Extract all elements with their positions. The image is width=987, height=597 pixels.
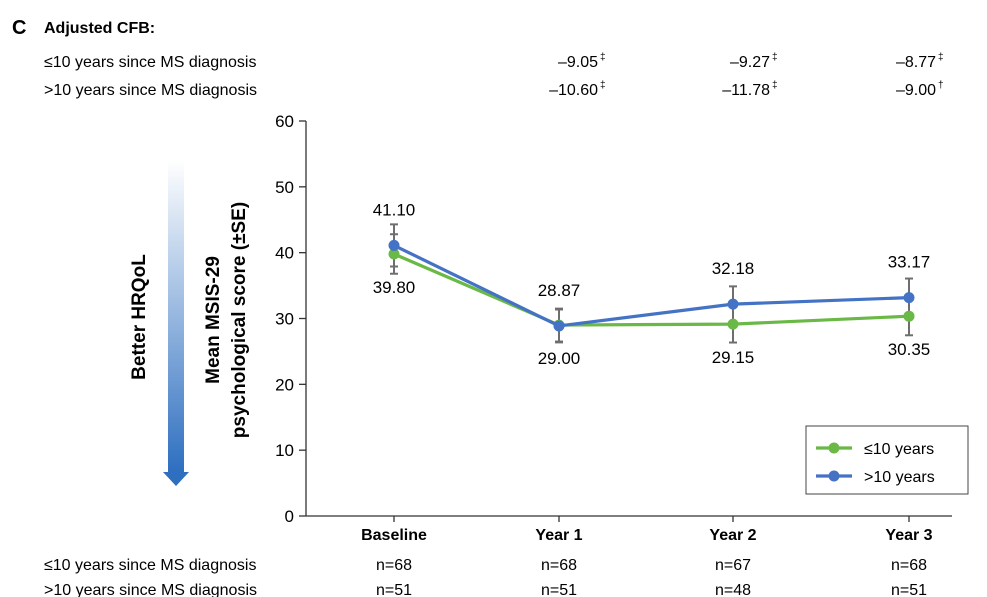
series-line-le10 bbox=[393, 252, 910, 327]
cfb-value: –9.00 bbox=[896, 82, 936, 99]
legend-label-le10: ≤10 years bbox=[864, 441, 934, 458]
n-table: ≤10 years since MS diagnosis >10 years s… bbox=[44, 557, 927, 597]
cfb-mark: ‡ bbox=[772, 80, 778, 91]
point-labels: 39.80 29.00 29.15 30.35 41.10 28.87 32.18 33.17 bbox=[373, 200, 931, 368]
data-point-le10 bbox=[388, 248, 400, 260]
data-label-le10: 39.80 bbox=[373, 278, 416, 297]
cfb-value: –8.77 bbox=[896, 54, 936, 71]
panel-letter: C bbox=[12, 17, 26, 39]
y-tick-label: 30 bbox=[275, 310, 294, 329]
data-point-gt10 bbox=[727, 298, 739, 310]
legend: ≤10 years >10 years bbox=[805, 425, 969, 495]
data-label-le10: 30.35 bbox=[888, 340, 931, 359]
legend-marker-gt10 bbox=[828, 470, 840, 482]
n-value: n=68 bbox=[891, 557, 927, 574]
cfb-row-label: >10 years since MS diagnosis bbox=[44, 82, 257, 99]
cfb-row-label: ≤10 years since MS diagnosis bbox=[44, 54, 256, 71]
n-row-label: >10 years since MS diagnosis bbox=[44, 582, 257, 597]
y-tick-label: 0 bbox=[285, 507, 294, 526]
data-point-gt10 bbox=[388, 239, 400, 251]
cfb-heading: Adjusted CFB: bbox=[44, 20, 155, 37]
arrow-shaft bbox=[168, 160, 184, 472]
n-row-label: ≤10 years since MS diagnosis bbox=[44, 557, 256, 574]
data-point-gt10 bbox=[903, 292, 915, 304]
n-values: n=68 n=68 n=67 n=68 n=51 n=51 n=48 n=51 bbox=[376, 557, 927, 597]
cfb-mark: ‡ bbox=[600, 80, 606, 91]
n-value: n=48 bbox=[715, 582, 751, 597]
cfb-value: –10.60 bbox=[549, 82, 598, 99]
x-tick-label: Year 3 bbox=[885, 527, 932, 544]
data-label-gt10: 33.17 bbox=[888, 253, 931, 272]
data-label-le10: 29.15 bbox=[712, 348, 755, 367]
legend-label-gt10: >10 years bbox=[864, 469, 935, 486]
y-tick-label: 40 bbox=[275, 244, 294, 263]
data-point-le10 bbox=[727, 318, 739, 330]
arrow-label: Better HRQoL bbox=[129, 254, 150, 380]
legend-box bbox=[805, 425, 969, 495]
cfb-mark: ‡ bbox=[772, 52, 778, 63]
y-tick-label: 20 bbox=[275, 375, 294, 394]
y-axis-title-line2: psychological score (±SE) bbox=[229, 202, 250, 438]
data-point-le10 bbox=[903, 310, 915, 322]
cfb-value: –9.05 bbox=[558, 54, 598, 71]
data-label-le10: 29.00 bbox=[538, 349, 581, 368]
y-ticks: 0 10 20 30 40 50 60 bbox=[275, 112, 306, 526]
n-value: n=68 bbox=[376, 557, 412, 574]
y-axis-title-line1: Mean MSIS-29 bbox=[203, 256, 224, 384]
y-tick-label: 60 bbox=[275, 112, 294, 131]
data-label-gt10: 41.10 bbox=[373, 200, 416, 219]
cfb-mark: † bbox=[938, 80, 944, 91]
x-tick-label: Baseline bbox=[361, 527, 427, 544]
data-label-gt10: 32.18 bbox=[712, 259, 755, 278]
n-value: n=67 bbox=[715, 557, 751, 574]
series-line-gt10 bbox=[393, 243, 910, 328]
n-value: n=68 bbox=[541, 557, 577, 574]
series-layer bbox=[388, 223, 915, 344]
x-ticks: Baseline Year 1 Year 2 Year 3 bbox=[361, 516, 933, 544]
n-value: n=51 bbox=[376, 582, 412, 597]
cfb-table: ≤10 years since MS diagnosis –9.05 ‡ –9.… bbox=[44, 52, 944, 99]
cfb-mark: ‡ bbox=[600, 52, 606, 63]
y-tick-label: 50 bbox=[275, 178, 294, 197]
x-tick-label: Year 2 bbox=[709, 527, 756, 544]
better-hrqol-arrow bbox=[163, 160, 189, 486]
cfb-value: –11.78 bbox=[722, 82, 770, 99]
cfb-value: –9.27 bbox=[730, 54, 770, 71]
cfb-mark: ‡ bbox=[938, 52, 944, 63]
arrow-head-icon bbox=[163, 472, 189, 486]
n-value: n=51 bbox=[891, 582, 927, 597]
y-tick-label: 10 bbox=[275, 441, 294, 460]
data-label-gt10: 28.87 bbox=[538, 281, 581, 300]
legend-marker-le10 bbox=[828, 442, 840, 454]
data-point-gt10 bbox=[553, 320, 565, 332]
n-value: n=51 bbox=[541, 582, 577, 597]
x-tick-label: Year 1 bbox=[535, 527, 582, 544]
